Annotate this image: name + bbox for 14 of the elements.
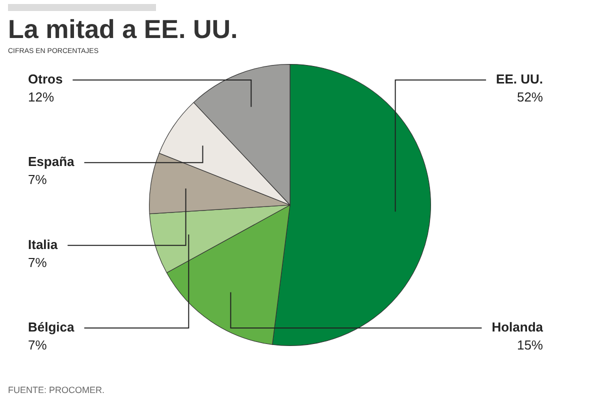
- slice-label: EE. UU.: [496, 72, 543, 87]
- data-label: 7%: [28, 338, 48, 353]
- slice-label: Italia: [28, 236, 58, 252]
- data-label: 12%: [28, 90, 54, 105]
- slice-label: Otros: [28, 72, 63, 87]
- slice-label: Holanda: [492, 320, 544, 335]
- data-label: 7%: [28, 172, 48, 188]
- data-label: 15%: [516, 338, 544, 353]
- data-label: 52%: [516, 90, 544, 105]
- slice-label: España: [28, 154, 76, 170]
- source-note: FUENTE: PROCOMER.: [8, 385, 105, 395]
- chart-title: La mitad a EE. UU.: [8, 14, 238, 45]
- slice-label: Bélgica: [28, 320, 76, 335]
- data-label: 7%: [28, 254, 48, 270]
